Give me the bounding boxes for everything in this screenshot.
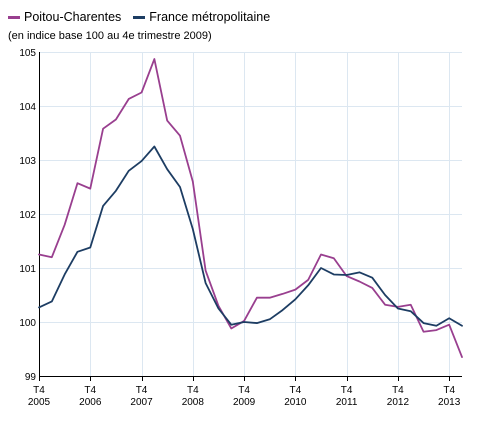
x-tick-label-year: 2009 (233, 397, 256, 408)
x-tick-label-quarter: T4 (136, 385, 148, 396)
chart-subtitle: (en indice base 100 au 4e trimestre 2009… (8, 30, 212, 42)
legend-item-france-metropolitaine[interactable]: France métropolitaine (133, 10, 270, 24)
x-tick-label-quarter: T4 (33, 385, 45, 396)
x-tick-label-year: 2011 (336, 397, 358, 408)
chart-legend: Poitou-Charentes France métropolitaine (8, 9, 282, 25)
legend-item-poitou-charentes[interactable]: Poitou-Charentes (8, 10, 121, 24)
y-tick-label: 101 (19, 264, 36, 275)
x-tick-label-year: 2008 (182, 397, 205, 408)
y-tick-label: 105 (19, 48, 36, 59)
x-tick-label-year: 2013 (438, 397, 461, 408)
x-tick-label-quarter: T4 (443, 385, 455, 396)
x-tick-label-quarter: T4 (392, 385, 404, 396)
y-tick-label: 104 (19, 102, 36, 113)
x-tick-label-year: 2010 (284, 397, 307, 408)
x-tick-label-quarter: T4 (238, 385, 250, 396)
x-tick-label-year: 2007 (130, 397, 153, 408)
y-tick-label: 102 (19, 210, 36, 221)
series-line-france-metropolitaine[interactable] (38, 145, 463, 327)
x-tick-label-quarter: T4 (341, 385, 353, 396)
series-line-poitou-charentes[interactable] (38, 58, 463, 359)
y-tick-label: 99 (25, 372, 37, 383)
y-tick-label: 100 (19, 318, 36, 329)
x-tick-label-quarter: T4 (84, 385, 96, 396)
legend-label-france-metropolitaine: France métropolitaine (149, 10, 271, 24)
x-tick-label-quarter: T4 (290, 385, 302, 396)
x-tick-label-year: 2005 (28, 397, 51, 408)
x-tick-label-quarter: T4 (187, 385, 199, 396)
legend-swatch-france-metropolitaine (133, 15, 146, 19)
legend-label-poitou-charentes: Poitou-Charentes (24, 10, 122, 24)
x-tick-label-year: 2006 (79, 397, 102, 408)
y-tick-label: 103 (19, 156, 36, 167)
x-tick-label-year: 2012 (387, 397, 410, 408)
legend-swatch-poitou-charentes (8, 15, 20, 19)
